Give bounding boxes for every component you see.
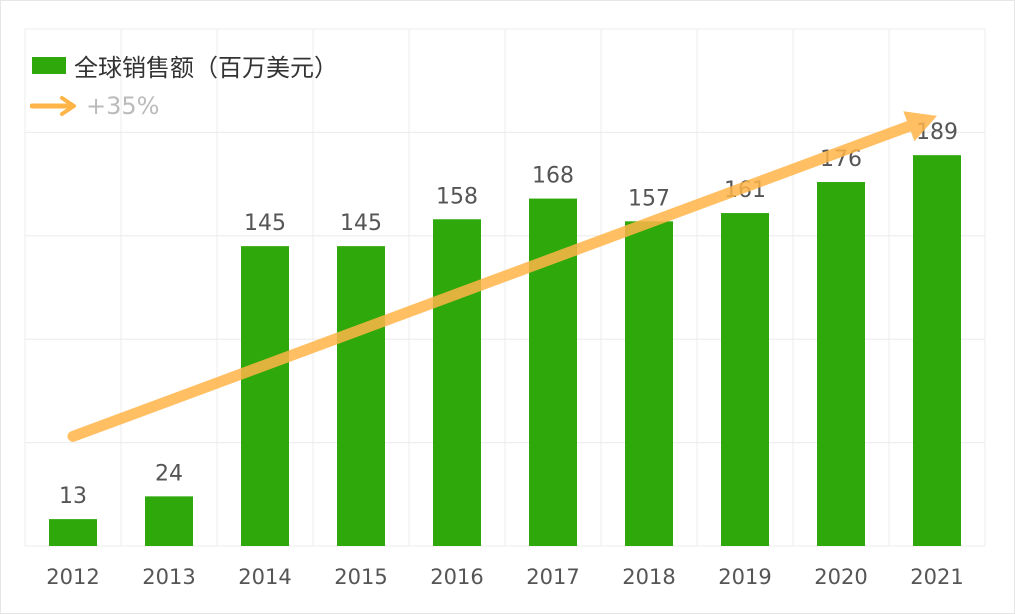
x-tick-label: 2015 [334,565,387,589]
x-tick-label: 2020 [814,565,867,589]
x-tick-label: 2013 [142,565,195,589]
bar [337,246,385,546]
trend-arrow [67,111,937,442]
x-tick-label: 2018 [622,565,675,589]
data-label: 24 [155,461,183,486]
bar [241,246,289,546]
trend-arrow-shaft [67,120,915,442]
x-tick-label: 2012 [46,565,99,589]
legend-series-swatch [32,57,66,74]
data-label: 13 [59,484,87,509]
data-label: 168 [532,164,574,189]
bar [817,182,865,547]
legend-series-label: 全球销售额（百万美元） [74,54,338,82]
bar [913,155,961,546]
bar [433,219,481,547]
data-label: 145 [244,211,286,236]
legend-series: 全球销售额（百万美元） [32,48,338,83]
legend-trend: +35% [30,92,159,120]
data-label: 145 [340,211,382,236]
x-tick-label: 2017 [526,565,579,589]
x-tick-label: 2021 [910,565,963,589]
arrow-right-icon [30,96,76,116]
legend-trend-label: +35% [86,92,160,120]
bar [49,519,97,546]
x-tick-label: 2019 [718,565,771,589]
x-tick-label: 2016 [430,565,483,589]
trend-arrow-head [903,111,937,142]
bar [145,496,193,546]
data-label: 158 [436,184,478,209]
data-label: 157 [628,186,670,211]
bar [721,213,769,546]
x-tick-label: 2014 [238,565,291,589]
bar [625,221,673,546]
